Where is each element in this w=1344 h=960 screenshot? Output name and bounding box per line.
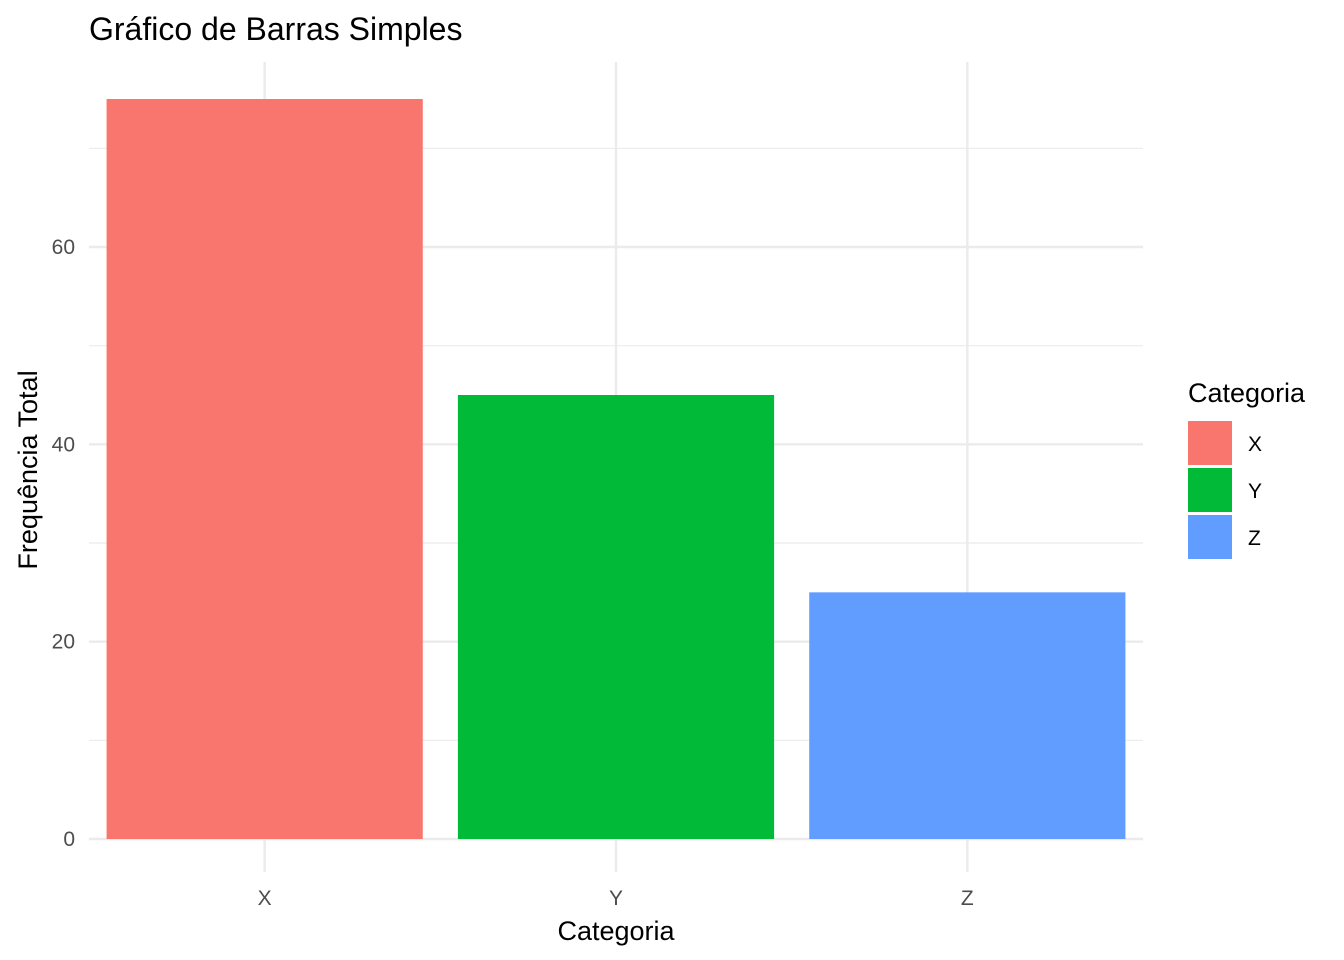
y-tick-label: 0 bbox=[63, 828, 75, 851]
legend-swatch-z bbox=[1188, 515, 1232, 559]
legend-title: Categoria bbox=[1188, 378, 1306, 408]
y-axis-ticks: 0 20 40 60 bbox=[52, 236, 75, 851]
chart-title: Gráfico de Barras Simples bbox=[89, 11, 462, 47]
legend-swatch-x bbox=[1188, 421, 1232, 465]
y-tick-label: 60 bbox=[52, 236, 75, 259]
legend-label: Y bbox=[1248, 480, 1262, 503]
legend: Categoria X Y Z bbox=[1188, 378, 1306, 559]
x-tick-label: X bbox=[258, 887, 272, 910]
bars bbox=[106, 99, 1126, 839]
y-tick-label: 40 bbox=[52, 433, 75, 456]
legend-label: X bbox=[1248, 433, 1262, 456]
x-tick-label: Z bbox=[961, 887, 974, 910]
x-axis-title: Categoria bbox=[557, 916, 675, 946]
legend-label: Z bbox=[1248, 527, 1261, 550]
x-axis-ticks: X Y Z bbox=[258, 887, 974, 910]
bar-z bbox=[809, 592, 1126, 839]
y-axis-title: Frequência Total bbox=[13, 370, 43, 569]
legend-swatch-y bbox=[1188, 468, 1232, 512]
y-tick-label: 20 bbox=[52, 631, 75, 654]
x-tick-label: Y bbox=[609, 887, 623, 910]
bar-x bbox=[106, 99, 423, 839]
bar-y bbox=[457, 395, 775, 839]
